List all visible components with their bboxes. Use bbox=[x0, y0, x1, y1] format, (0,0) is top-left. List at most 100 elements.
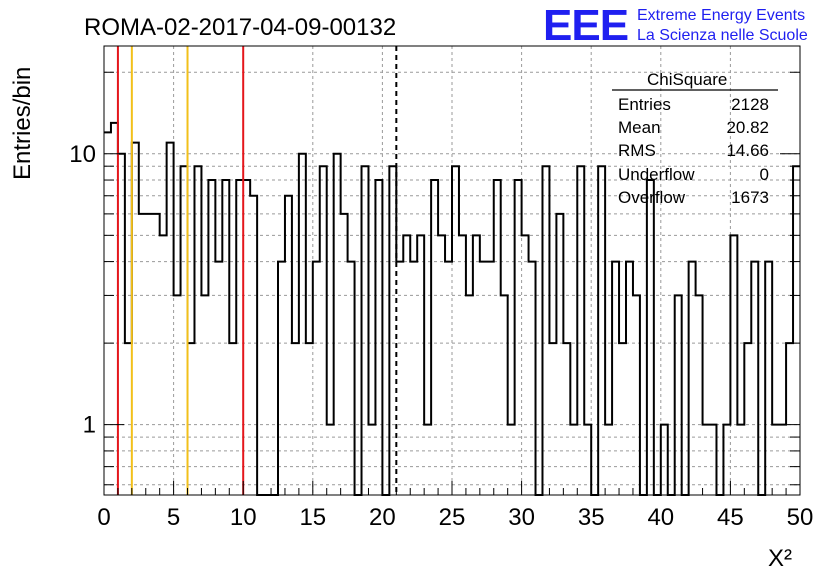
histogram-bin bbox=[459, 235, 466, 495]
logo-mark: EEE bbox=[543, 1, 628, 50]
histogram-series bbox=[104, 121, 800, 496]
histogram-bin bbox=[201, 295, 208, 495]
histogram-bin bbox=[194, 166, 201, 495]
histogram-bin bbox=[675, 295, 682, 495]
histogram-bin bbox=[744, 343, 751, 495]
axes: 0 5 10 15 20 25 30 35 40 45 50 1 10 bbox=[69, 71, 814, 531]
histogram-bin bbox=[431, 180, 438, 495]
histogram-bin bbox=[696, 295, 703, 495]
histogram-bin bbox=[730, 235, 737, 495]
eee-logo: EEE Extreme Energy Events La Scienza nel… bbox=[543, 1, 808, 50]
histogram-bin bbox=[104, 132, 111, 495]
histogram-bin bbox=[292, 343, 299, 495]
histogram-bin bbox=[772, 425, 779, 495]
x-tick-label: 50 bbox=[787, 504, 814, 531]
histogram-bin bbox=[362, 166, 369, 495]
histogram-bin bbox=[188, 343, 195, 495]
histogram-bin bbox=[723, 425, 730, 495]
histogram-bin bbox=[285, 196, 292, 495]
histogram-bin bbox=[132, 143, 139, 495]
histogram-bin bbox=[487, 262, 494, 495]
x-tick-label: 45 bbox=[717, 504, 744, 531]
histogram-bin bbox=[793, 166, 800, 495]
histogram-bin bbox=[167, 143, 174, 495]
stats-label-mean: Mean bbox=[618, 118, 661, 137]
histogram-bin bbox=[501, 295, 508, 495]
stats-value-mean: 20.82 bbox=[726, 118, 769, 137]
histogram-bin bbox=[403, 235, 410, 495]
x-tick-label: 5 bbox=[167, 504, 180, 531]
histogram-bin bbox=[779, 425, 786, 495]
histogram-bin bbox=[605, 425, 612, 495]
histogram-bin bbox=[584, 425, 591, 495]
histogram-bin bbox=[348, 262, 355, 495]
histogram-bin bbox=[229, 343, 236, 495]
stats-label-entries: Entries bbox=[618, 95, 671, 114]
logo-line2: La Scienza nelle Scuole bbox=[637, 27, 808, 44]
histogram-bin bbox=[236, 180, 243, 495]
histogram-bin bbox=[633, 295, 640, 495]
histogram-bin bbox=[570, 425, 577, 495]
threshold-lines bbox=[116, 46, 398, 495]
histogram-bin bbox=[542, 166, 549, 495]
histogram-bin bbox=[174, 295, 181, 495]
histogram-bin bbox=[515, 180, 522, 495]
histogram-bin bbox=[424, 425, 431, 495]
x-tick-label: 10 bbox=[230, 504, 257, 531]
x-tick-label: 20 bbox=[369, 504, 396, 531]
histogram-bin bbox=[389, 166, 396, 495]
stats-label-rms: RMS bbox=[618, 141, 656, 160]
histogram-bin bbox=[452, 166, 459, 495]
histogram-bin bbox=[250, 196, 257, 495]
histogram-bin bbox=[710, 425, 717, 495]
histogram-bin bbox=[598, 166, 605, 495]
histogram-bin bbox=[313, 262, 320, 495]
histogram-bin bbox=[118, 154, 125, 495]
histogram-bin bbox=[737, 425, 744, 495]
histogram-bin bbox=[480, 262, 487, 495]
histogram-bin bbox=[306, 343, 313, 495]
histogram-bin bbox=[466, 295, 473, 495]
histogram-bin bbox=[215, 262, 222, 495]
histogram-bin bbox=[661, 425, 668, 495]
stats-value-rms: 14.66 bbox=[726, 141, 769, 160]
stats-label-overflow: Overflow bbox=[618, 188, 686, 207]
histogram-bin bbox=[556, 214, 563, 495]
histogram-bin bbox=[368, 425, 375, 495]
histogram bbox=[104, 121, 800, 496]
stats-title: ChiSquare bbox=[647, 70, 727, 89]
stats-box: ChiSquare Entries 2128 Mean 20.82 RMS 14… bbox=[612, 70, 778, 207]
histogram-bin bbox=[341, 214, 348, 495]
histogram-bin bbox=[689, 262, 696, 495]
histogram-bin bbox=[626, 262, 633, 495]
histogram-bin bbox=[563, 343, 570, 495]
histogram-bin bbox=[299, 154, 306, 495]
histogram-bin bbox=[751, 262, 758, 495]
histogram-bin bbox=[160, 235, 167, 495]
histogram-bin bbox=[320, 166, 327, 495]
histogram-bin bbox=[208, 180, 215, 495]
histogram-bin bbox=[111, 123, 118, 495]
x-tick-label: 0 bbox=[97, 504, 110, 531]
histogram-bin bbox=[549, 343, 556, 495]
histogram-bin bbox=[153, 214, 160, 495]
histogram-bin bbox=[222, 180, 229, 495]
histogram-bin bbox=[243, 180, 250, 495]
histogram-bin bbox=[765, 262, 772, 495]
histogram-bin bbox=[612, 262, 619, 495]
histogram-bin bbox=[786, 343, 793, 495]
stats-label-underflow: Underflow bbox=[618, 165, 695, 184]
histogram-bin bbox=[139, 214, 146, 495]
histogram-bin bbox=[146, 214, 153, 495]
histogram-bin bbox=[438, 235, 445, 495]
histogram-bin bbox=[181, 166, 188, 495]
histogram-bin bbox=[396, 262, 403, 495]
histogram-bin bbox=[508, 425, 515, 495]
histogram-bin bbox=[647, 180, 654, 495]
histogram-bin bbox=[278, 262, 285, 495]
y-tick-label: 1 bbox=[83, 412, 96, 439]
x-axis-label: X² bbox=[768, 545, 792, 572]
histogram-bin bbox=[417, 235, 424, 495]
stats-value-underflow: 0 bbox=[760, 165, 769, 184]
